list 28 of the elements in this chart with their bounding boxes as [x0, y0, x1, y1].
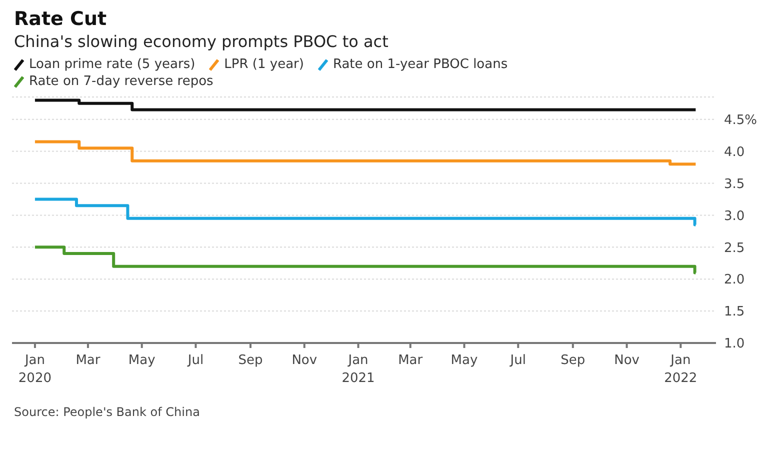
source-note: Source: People's Bank of China — [14, 405, 201, 419]
chart-title: Rate Cut — [14, 8, 108, 30]
y-tick-label: 4.0 — [724, 144, 745, 160]
legend-label: Rate on 7-day reverse repos — [29, 74, 214, 89]
x-tick-label: May — [450, 353, 478, 368]
y-tick-label: 2.0 — [724, 272, 745, 288]
x-tick-label: Sep — [560, 353, 586, 368]
x-tick-label: Jan 2020 — [18, 353, 52, 386]
y-tick-label: 3.5 — [724, 176, 745, 192]
x-tick-label: Mar — [76, 353, 101, 368]
legend-label: LPR (1 year) — [224, 57, 304, 72]
x-tick-label: Mar — [398, 353, 424, 368]
y-tick-label: 3.0 — [724, 208, 745, 224]
y-tick-label: 2.5 — [724, 240, 745, 256]
x-tick-label: May — [128, 353, 156, 368]
y-tick-label: 4.5% — [724, 112, 758, 128]
x-tick-label: Nov — [292, 353, 318, 368]
y-tick-label: 1.5 — [724, 304, 745, 320]
x-tick-label: Jan 2022 — [664, 353, 698, 386]
legend-label: Loan prime rate (5 years) — [29, 57, 196, 72]
y-tick-label: 1.0 — [724, 336, 745, 352]
legend-label: Rate on 1-year PBOC loans — [332, 57, 508, 72]
x-tick-label: Sep — [238, 353, 263, 368]
x-tick-label: Jul — [186, 353, 204, 368]
x-tick-label: Nov — [614, 353, 640, 368]
chart-subtitle: China's slowing economy prompts PBOC to act — [14, 32, 390, 51]
x-tick-label: Jan 2021 — [342, 353, 375, 386]
x-tick-label: Jul — [509, 353, 526, 368]
